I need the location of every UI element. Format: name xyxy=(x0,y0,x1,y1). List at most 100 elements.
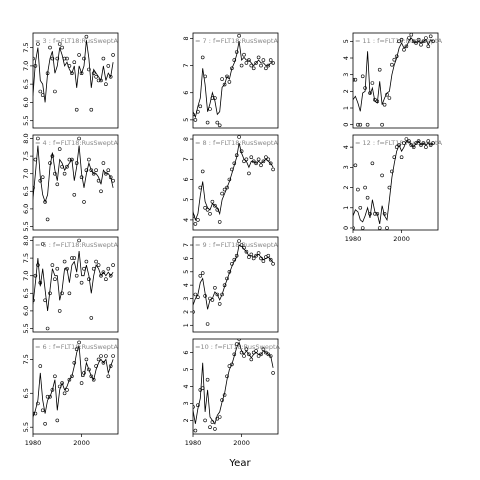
data-point xyxy=(377,226,382,230)
data-point xyxy=(67,157,72,162)
data-point xyxy=(36,136,40,141)
data-point xyxy=(62,171,67,176)
data-point xyxy=(254,161,258,166)
data-point xyxy=(60,291,64,296)
panel-1: = 3 : f=FLT18:RusSweptA 5.5 6.0 6.5 7.0 7.5 xyxy=(22,32,118,129)
data-point xyxy=(220,191,224,196)
y-tick-label: 7.0 xyxy=(22,169,30,179)
data-point xyxy=(232,161,237,166)
data-point xyxy=(82,266,86,271)
data-point xyxy=(89,168,94,172)
data-point xyxy=(193,292,198,297)
panel-strip-label: = 3 : f=FLT18:RusSweptA xyxy=(35,37,118,45)
y-tick-label: 5 xyxy=(182,367,190,371)
data-point xyxy=(251,159,256,164)
data-point xyxy=(215,416,220,421)
panel-strip-label: = 4 : f=FLT18:RusSweptA xyxy=(35,139,118,147)
data-point xyxy=(266,63,271,68)
y-tick-label: 7 xyxy=(182,64,190,68)
data-point xyxy=(33,64,38,68)
panel-strip-label: = 8 : f=FLT18:RusSweptA xyxy=(195,139,278,147)
data-point xyxy=(353,77,358,82)
data-point xyxy=(382,212,387,216)
data-point xyxy=(210,199,215,204)
x-tick-label: 2000 xyxy=(233,439,250,447)
y-tick-label: 5.5 xyxy=(22,422,30,432)
data-point xyxy=(57,384,62,389)
data-point xyxy=(225,276,229,281)
data-point xyxy=(365,122,370,127)
data-point xyxy=(251,256,256,261)
panel-frame xyxy=(192,32,279,129)
data-point xyxy=(230,167,234,172)
panel-2: = 4 : f=FLT18:RusSweptA 5.5 6.0 6.5 7.0 7.5 8.… xyxy=(22,133,118,231)
data-point xyxy=(48,161,52,165)
fitted-line xyxy=(33,345,114,419)
y-tick-label: 0 xyxy=(342,123,350,127)
data-point xyxy=(87,367,91,372)
data-point xyxy=(40,242,45,246)
panel-plot-area xyxy=(189,239,275,326)
data-point xyxy=(222,283,227,288)
data-point xyxy=(227,177,232,182)
data-point xyxy=(358,206,363,210)
y-tick-label: 7 xyxy=(182,243,190,247)
data-point xyxy=(70,157,74,162)
data-point xyxy=(244,61,249,65)
x-tick-label: 2000 xyxy=(73,439,90,447)
data-point xyxy=(227,80,232,84)
data-point xyxy=(271,261,275,266)
data-point xyxy=(104,171,108,176)
y-tick-label: 5.5 xyxy=(22,116,30,126)
data-point xyxy=(43,298,47,303)
data-point xyxy=(407,139,411,143)
data-point xyxy=(247,171,251,176)
data-point xyxy=(358,122,363,127)
data-point xyxy=(89,374,94,379)
data-point xyxy=(230,261,234,266)
panel-strip-label: = 11 : f=FLT18:RusSweptA xyxy=(355,37,443,45)
data-point xyxy=(72,60,77,65)
data-point xyxy=(404,44,409,49)
y-tick-label: 7.5 xyxy=(22,42,30,52)
data-point xyxy=(419,42,423,47)
y-tick-label: 2 xyxy=(182,310,190,314)
y-tick-label: 5 xyxy=(182,270,190,274)
data-point xyxy=(77,238,81,243)
data-point xyxy=(268,354,273,358)
data-point xyxy=(33,186,35,190)
data-point xyxy=(189,277,192,280)
data-point xyxy=(234,153,239,157)
data-point xyxy=(38,89,43,94)
y-tick-label: 8 xyxy=(182,36,190,40)
data-point xyxy=(247,255,251,259)
data-point xyxy=(356,122,360,127)
data-point xyxy=(48,291,52,296)
data-point xyxy=(38,364,43,368)
panel-frame xyxy=(352,32,439,129)
data-point xyxy=(48,45,52,50)
panel-7: = 9 : f=FLT18:RusSweptA 1 2 3 4 5 6 7 xyxy=(182,236,278,333)
data-point xyxy=(33,273,38,278)
data-point xyxy=(368,212,372,216)
data-point xyxy=(268,161,273,166)
data-point xyxy=(198,273,203,278)
data-point xyxy=(368,91,372,95)
y-tick-label: 6.0 xyxy=(22,204,30,214)
data-point xyxy=(67,291,72,296)
data-point xyxy=(242,245,246,250)
data-point xyxy=(232,352,237,357)
data-point xyxy=(84,34,89,39)
data-point xyxy=(101,360,106,365)
fitted-line xyxy=(33,251,114,311)
data-point xyxy=(62,259,67,264)
data-point xyxy=(101,161,106,165)
panel-plot-area xyxy=(193,339,275,433)
data-point xyxy=(89,316,94,320)
data-point xyxy=(193,118,198,122)
data-point xyxy=(203,418,207,423)
data-point xyxy=(96,357,101,362)
y-tick-label: 1 xyxy=(182,323,190,327)
data-point xyxy=(259,63,263,68)
panel-frame xyxy=(192,134,279,231)
